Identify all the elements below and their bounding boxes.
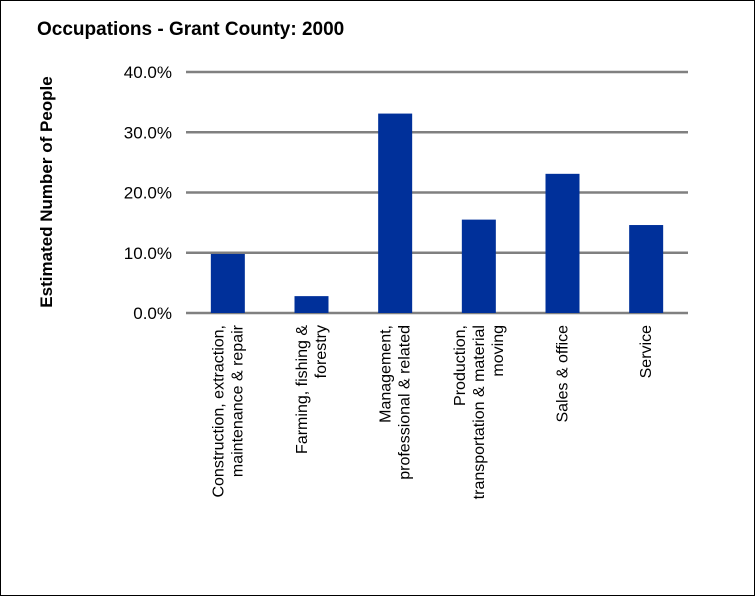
bar (545, 173, 580, 313)
x-tick-label: transportation & material (471, 325, 488, 499)
x-tick-label: maintenance & repair (229, 324, 246, 477)
y-tick-label: 20.0% (124, 184, 172, 203)
y-tick-label: 0.0% (133, 304, 172, 323)
y-axis-label: Estimated Number of People (37, 76, 56, 307)
bar (629, 225, 664, 313)
y-tick-label: 40.0% (124, 63, 172, 82)
chart-title: Occupations - Grant County: 2000 (37, 19, 345, 40)
x-tick-label: Production, (452, 325, 469, 406)
y-tick-label: 10.0% (124, 244, 172, 263)
y-tick-label: 30.0% (124, 123, 172, 142)
bar (461, 219, 496, 313)
bar (378, 113, 413, 313)
x-tick-label: Construction, extraction, (210, 325, 227, 498)
x-tick-label: professional & related (397, 325, 414, 480)
x-tick-label: Sales & office (555, 325, 572, 423)
x-tick-label: Management, (378, 325, 395, 423)
bar (294, 296, 329, 313)
x-tick-label: moving (490, 325, 507, 377)
x-tick-label: Service (638, 325, 655, 378)
bar (210, 253, 245, 313)
x-tick-label: forestry (313, 325, 330, 378)
x-tick-label: Farming, fishing & (294, 325, 311, 454)
